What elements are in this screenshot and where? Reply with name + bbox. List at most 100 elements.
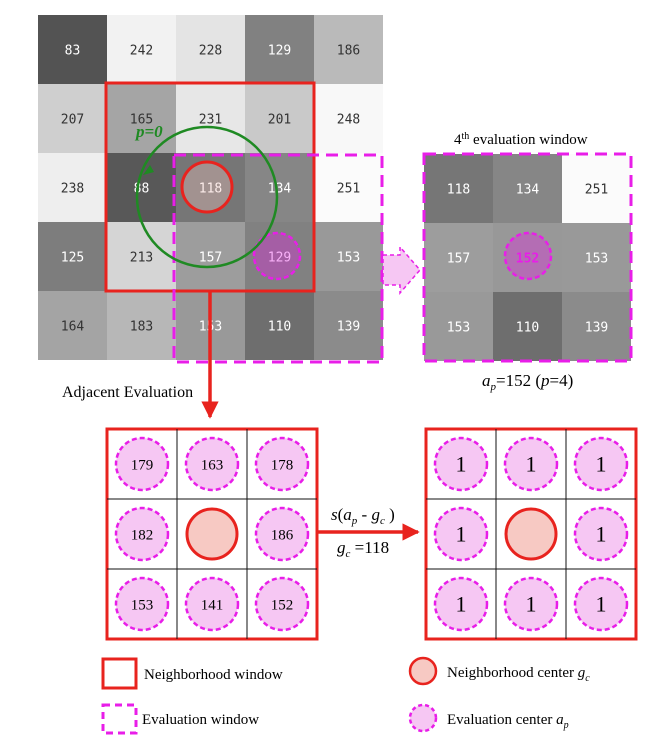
pixel-value: 251 — [337, 182, 360, 197]
cell-value: 141 — [201, 597, 224, 613]
evaluation-center-circle — [573, 576, 629, 632]
eval-value: 153 — [585, 252, 608, 267]
evaluation-window-grid: 118 134 251 157 153 153 110 139 — [424, 154, 631, 361]
cell-value: 163 — [201, 457, 224, 473]
pixel-value: 153 — [337, 251, 360, 266]
cell-value: 186 — [271, 527, 294, 543]
legend-neighborhood-window-swatch — [101, 657, 138, 690]
pixel-cell — [245, 291, 314, 360]
cell-value: 179 — [131, 457, 154, 473]
pixel-cell — [107, 15, 176, 84]
eval-cell — [562, 154, 631, 223]
pixel-cell — [314, 291, 383, 360]
pixel-cell — [314, 222, 383, 291]
cell-value: 1 — [456, 592, 467, 617]
pixel-value: 213 — [130, 251, 153, 266]
evaluation-center-circle — [184, 576, 240, 632]
legend-neighborhood-window-label: Neighborhood window — [144, 667, 283, 683]
pixel-cell — [245, 153, 314, 222]
evaluation-center-circle — [254, 576, 310, 632]
cell-value: 1 — [596, 452, 607, 477]
legend: Neighborhood window Evaluation window Ne… — [101, 656, 590, 735]
pixel-value: 83 — [65, 44, 81, 59]
pixel-value: 183 — [130, 320, 153, 335]
cell-value: 178 — [271, 457, 294, 473]
legend-evaluation-window-label: Evaluation window — [142, 712, 259, 728]
evaluation-center-circle — [573, 506, 629, 562]
evaluation-center-circle — [254, 506, 310, 562]
pixel-value: 129 — [268, 251, 291, 266]
cell-value: 1 — [456, 452, 467, 477]
rotation-label: p=0 — [134, 122, 163, 141]
pixel-value: 186 — [337, 44, 360, 59]
neighborhood-center-circle — [504, 507, 558, 561]
pixel-cell — [176, 222, 245, 291]
legend-neighborhood-center-swatch — [408, 656, 438, 686]
pixel-cell — [314, 84, 383, 153]
evaluation-center-circle — [573, 436, 629, 492]
pixel-value: 118 — [199, 182, 222, 197]
window-title: 4th evaluation window — [454, 131, 588, 149]
evaluation-center-circle — [433, 436, 489, 492]
evaluation-center-circle — [254, 436, 310, 492]
evaluation-center-circle — [114, 506, 170, 562]
adjacent-evaluation-label: Adjacent Evaluation — [62, 384, 193, 401]
pixel-cell — [38, 84, 107, 153]
eval-value: 139 — [585, 321, 608, 336]
cell-value: 1 — [456, 522, 467, 547]
pixel-value: 165 — [130, 113, 153, 128]
rotation-arrowhead — [143, 165, 154, 175]
pixel-value: 164 — [61, 320, 85, 335]
evaluation-center-circle — [114, 576, 170, 632]
pixel-cell — [107, 291, 176, 360]
eval-cell — [424, 223, 493, 292]
eval-value: 110 — [516, 321, 539, 336]
pixel-value: 228 — [199, 44, 222, 59]
evaluation-window-outline — [422, 152, 633, 363]
eval-value: 251 — [585, 183, 608, 198]
pixel-cell — [245, 15, 314, 84]
eval-cell — [493, 154, 562, 223]
neighborhood-values-grid: 179 163 178 182 186 153 141 152 — [105, 427, 319, 641]
cell-value: 1 — [596, 592, 607, 617]
eval-cell — [424, 154, 493, 223]
pixel-cell — [38, 15, 107, 84]
eval-value: 118 — [447, 183, 470, 198]
pixel-cell — [176, 15, 245, 84]
pixel-value: 238 — [61, 182, 84, 197]
cell-value: 1 — [526, 452, 537, 477]
evaluation-center-highlight — [503, 231, 553, 281]
pixel-cell — [245, 84, 314, 153]
threshold-function-label: s(ap - gc ) — [331, 505, 395, 527]
pixel-cell — [176, 84, 245, 153]
pixel-value: 207 — [61, 113, 84, 128]
eval-cell — [562, 223, 631, 292]
pixel-cell — [38, 291, 107, 360]
rotation-circle — [135, 125, 279, 269]
evaluation-center-circle — [433, 506, 489, 562]
eval-cell — [424, 292, 493, 361]
cell-value: 153 — [131, 597, 154, 613]
pixel-cell — [107, 222, 176, 291]
binary-values-grid: 1 1 1 1 1 1 1 1 — [424, 427, 638, 641]
pixel-cell — [38, 222, 107, 291]
pixel-value: 139 — [337, 320, 360, 335]
legend-evaluation-center-label: Evaluation center ap — [447, 712, 569, 731]
evaluation-center-circle — [503, 576, 559, 632]
cell-value: 1 — [526, 592, 537, 617]
eval-cell — [493, 292, 562, 361]
eval-value: 153 — [447, 321, 470, 336]
pixel-cell — [107, 153, 176, 222]
pixel-cell — [38, 153, 107, 222]
pixel-value: 110 — [268, 320, 291, 335]
evaluation-center-marker — [252, 231, 302, 281]
eval-cell — [562, 292, 631, 361]
legend-evaluation-center-swatch — [408, 703, 438, 733]
evaluation-center-circle — [433, 576, 489, 632]
pixel-cell — [314, 153, 383, 222]
ap-caption: ap=152 (p=4) — [482, 371, 573, 393]
eval-value: 134 — [516, 183, 540, 198]
neighborhood-center-marker — [180, 160, 234, 214]
